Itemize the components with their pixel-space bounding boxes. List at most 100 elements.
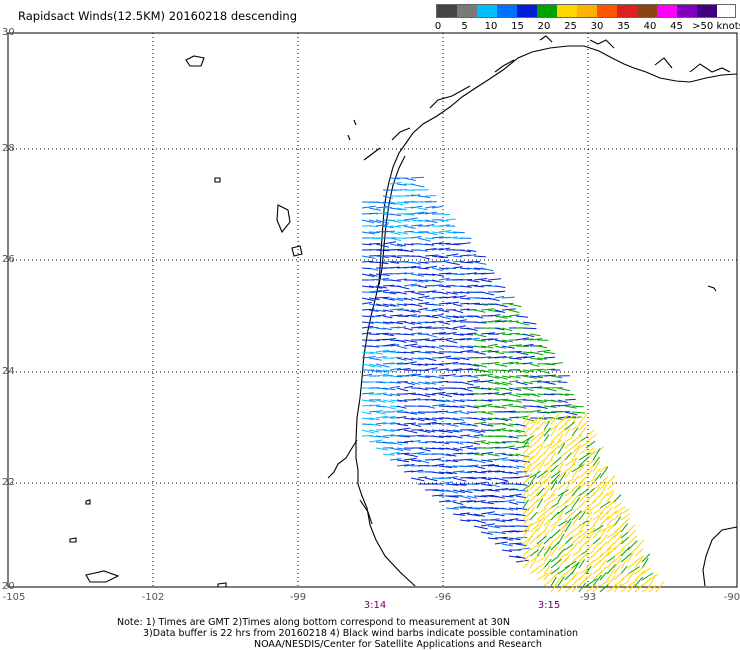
wind-barb <box>466 495 478 499</box>
wind-barb <box>501 465 512 468</box>
wind-barb <box>473 465 485 470</box>
wind-barb <box>592 448 601 461</box>
wind-barb <box>368 345 380 348</box>
wind-barb <box>543 546 552 557</box>
wind-barb <box>403 249 414 253</box>
wind-barb <box>452 489 466 494</box>
wind-barb <box>445 453 457 457</box>
wind-barb <box>543 434 550 443</box>
wind-barb <box>473 421 487 425</box>
wind-barb <box>445 357 460 360</box>
wind-barb <box>606 518 614 527</box>
wind-barb <box>501 525 516 528</box>
wind-barb <box>522 473 533 485</box>
wind-barb <box>424 417 437 421</box>
wind-barb <box>487 343 498 347</box>
wind-barb <box>494 339 507 343</box>
wind-barb <box>564 586 574 593</box>
wind-barb <box>480 470 492 473</box>
wind-barb <box>403 177 416 181</box>
wind-barb <box>543 504 555 515</box>
wind-barb <box>473 417 486 421</box>
wind-barb <box>578 452 592 461</box>
wind-barb <box>459 375 472 377</box>
wind-barb <box>431 387 442 391</box>
wind-barb <box>403 327 413 331</box>
wind-barb <box>410 357 424 360</box>
wind-barb <box>487 525 501 529</box>
wind-barb <box>613 582 622 593</box>
wind-barb <box>438 255 449 259</box>
wind-barb <box>613 494 622 503</box>
wind-barb <box>536 444 544 455</box>
legend-swatch <box>517 5 537 17</box>
wind-barb <box>494 393 506 396</box>
wind-barb <box>445 315 459 319</box>
wind-barb <box>438 337 453 341</box>
wind-barb <box>452 295 467 299</box>
wind-barb <box>466 405 480 409</box>
wind-barb <box>445 236 458 239</box>
wind-barb <box>543 536 552 545</box>
wind-barb <box>508 537 521 541</box>
wind-barb <box>543 356 556 359</box>
wind-barb <box>382 321 394 324</box>
wind-barb <box>410 439 421 443</box>
wind-barb <box>508 387 522 391</box>
wind-barb <box>536 520 544 533</box>
wind-barb <box>473 345 487 349</box>
wind-barb <box>396 435 410 438</box>
wind-barb <box>382 195 394 199</box>
wind-barb <box>529 426 539 437</box>
wind-barb <box>571 469 578 479</box>
wind-barb <box>389 321 404 325</box>
wind-barb <box>550 380 561 383</box>
wind-barb <box>508 393 521 398</box>
wind-barb <box>522 463 532 473</box>
legend-swatch <box>537 5 557 17</box>
wind-barb <box>564 553 571 563</box>
wind-barb <box>529 375 543 378</box>
wind-barb <box>536 474 545 485</box>
wind-barb <box>361 297 374 301</box>
wind-barb <box>620 565 628 575</box>
wind-barb <box>452 417 465 421</box>
wind-barb <box>522 343 534 347</box>
wind-barb <box>550 362 563 365</box>
wind-barb <box>375 327 386 330</box>
wind-barb <box>543 443 553 455</box>
wind-barb <box>438 213 451 216</box>
wind-barb <box>648 585 657 593</box>
wind-barb <box>494 398 509 401</box>
wind-barb <box>403 333 415 336</box>
wind-barb <box>396 345 408 350</box>
wind-barb <box>389 385 401 389</box>
wind-barb <box>417 307 428 311</box>
wind-barb <box>627 583 636 593</box>
wind-barb <box>536 535 547 545</box>
wind-barb <box>361 231 376 235</box>
wind-barb <box>557 557 568 569</box>
wind-barb <box>375 415 388 419</box>
wind-barb <box>571 405 584 408</box>
legend-label: 45 <box>670 21 683 32</box>
wind-barb <box>501 369 512 372</box>
wind-barb <box>550 445 560 455</box>
wind-barb <box>361 356 376 359</box>
wind-barb <box>508 440 519 443</box>
wind-barb <box>571 492 581 503</box>
wind-barb <box>452 405 465 409</box>
wind-barb <box>389 344 400 347</box>
wind-barb <box>571 475 579 485</box>
wind-barb <box>550 545 558 557</box>
wind-barb <box>389 362 404 365</box>
wind-barb <box>445 253 459 257</box>
wind-barb <box>564 416 576 419</box>
wind-barb <box>508 493 522 497</box>
wind-barb <box>396 183 407 186</box>
wind-barb <box>417 195 431 198</box>
wind-barb <box>417 363 429 366</box>
wind-barb <box>459 357 470 361</box>
wind-barb <box>466 375 479 378</box>
wind-barb <box>473 255 487 258</box>
